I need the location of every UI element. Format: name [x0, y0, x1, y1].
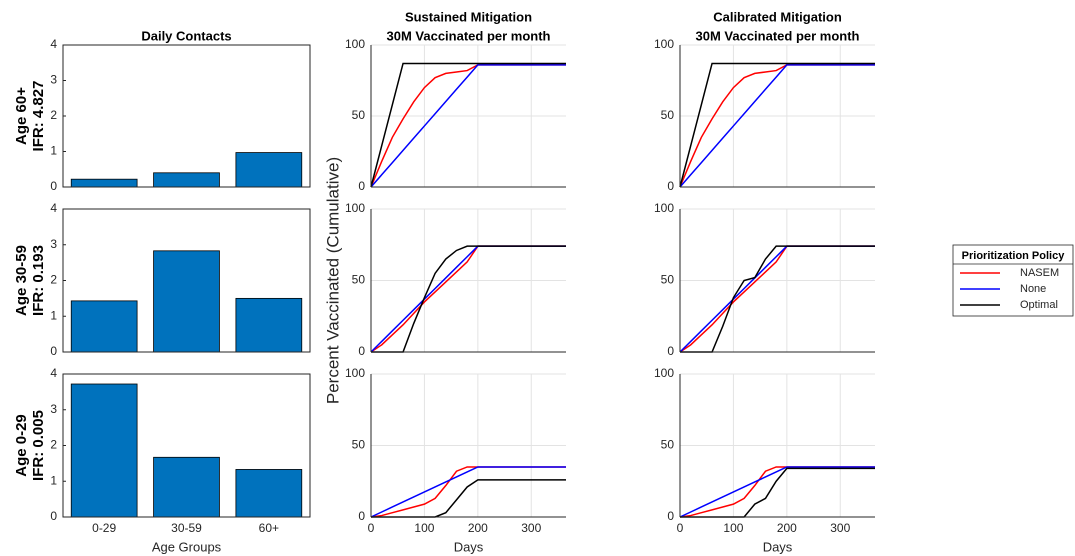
bar	[235, 297, 303, 353]
y-tick-label: 50	[661, 108, 675, 122]
bar	[153, 456, 220, 518]
y-label-line: Age 0-29	[13, 414, 30, 477]
y-tick-label: 0	[358, 179, 365, 193]
x-label: Days	[454, 539, 484, 554]
x-label: Age Groups	[152, 539, 222, 554]
y-tick-label: 50	[352, 108, 366, 122]
y-tick-label: 2	[50, 273, 57, 287]
y-tick-label: 2	[50, 438, 57, 452]
y-tick-label: 3	[50, 402, 57, 416]
legend-box	[952, 244, 1074, 317]
x-tick-label: 0-29	[92, 521, 116, 535]
y-tick-label: 50	[352, 438, 366, 452]
chart-title: Sustained Mitigation	[405, 9, 532, 24]
y-label-line: Age 60+	[13, 87, 30, 145]
y-tick-label: 0	[50, 344, 57, 358]
y-tick-label: 1	[50, 308, 57, 322]
y-label-line: IFR: 0.193	[30, 245, 47, 316]
bar	[235, 469, 303, 518]
x-tick-label: 100	[414, 521, 434, 535]
x-tick-label: 200	[468, 521, 488, 535]
chart-subtitle: 30M Vaccinated per month	[696, 28, 860, 43]
y-tick-label: 50	[661, 438, 675, 452]
y-label-line: IFR: 4.827	[30, 81, 47, 152]
line-series	[370, 466, 566, 518]
y-tick-label: 100	[654, 201, 674, 215]
line-series	[679, 466, 875, 518]
line-series	[680, 245, 875, 353]
chart-title: Daily Contacts	[141, 28, 231, 43]
y-label-line: IFR: 0.005	[30, 410, 47, 481]
line-series	[370, 245, 566, 353]
y-tick-label: 0	[667, 344, 674, 358]
bar	[70, 178, 138, 188]
y-tick-label: 1	[50, 473, 57, 487]
bar	[70, 383, 138, 518]
y-label: Age 30-59 IFR: 0.193	[13, 245, 47, 316]
axes-box	[62, 44, 311, 188]
line-series	[679, 245, 875, 353]
x-tick-label: 200	[777, 521, 797, 535]
x-tick-label: 100	[723, 521, 743, 535]
y-tick-label: 0	[358, 509, 365, 523]
bar	[153, 250, 220, 353]
x-tick-label: 0	[677, 521, 684, 535]
axes-box	[62, 373, 311, 518]
y-tick-label: 4	[50, 201, 57, 215]
y-tick-label: 100	[654, 37, 674, 51]
y-tick-label: 3	[50, 73, 57, 87]
chart-subtitle: 30M Vaccinated per month	[387, 28, 551, 43]
y-tick-label: 50	[352, 273, 366, 287]
y-tick-label: 0	[667, 509, 674, 523]
y-tick-label: 4	[50, 366, 57, 380]
legend-label: None	[1020, 283, 1046, 295]
line-series	[370, 64, 566, 188]
y-tick-label: 1	[50, 144, 57, 158]
y-tick-label: 0	[667, 179, 674, 193]
y-tick-label: 2	[50, 108, 57, 122]
y-tick-label: 4	[50, 37, 57, 51]
y-label: Percent Vaccinated (Cumulative)	[323, 157, 342, 404]
y-tick-label: 100	[345, 366, 365, 380]
y-tick-label: 100	[345, 201, 365, 215]
chart-title: Calibrated Mitigation	[713, 9, 842, 24]
y-label-line: Age 30-59	[13, 245, 30, 316]
y-tick-label: 100	[345, 37, 365, 51]
line-series	[371, 245, 566, 353]
line-series	[371, 479, 566, 518]
line-series	[679, 245, 875, 353]
y-tick-label: 100	[654, 366, 674, 380]
y-tick-label: 0	[358, 344, 365, 358]
line-series	[680, 467, 875, 518]
line-series	[679, 64, 875, 188]
line-series	[370, 62, 566, 188]
y-label: Age 0-29 IFR: 0.005	[13, 410, 47, 481]
line-series	[679, 64, 875, 188]
line-series	[370, 245, 566, 353]
x-tick-label: 300	[521, 521, 541, 535]
line-series	[679, 62, 875, 188]
y-tick-label: 0	[50, 179, 57, 193]
bar	[70, 300, 138, 353]
x-tick-label: 30-59	[171, 521, 202, 535]
line-series	[370, 64, 566, 188]
x-tick-label: 0	[368, 521, 375, 535]
y-tick-label: 50	[661, 273, 675, 287]
x-tick-label: 60+	[259, 521, 279, 535]
line-series	[679, 466, 875, 518]
legend-title: Prioritization Policy	[962, 250, 1066, 262]
y-tick-label: 3	[50, 237, 57, 251]
x-label: Days	[763, 539, 793, 554]
axes-box	[62, 208, 311, 353]
bar	[153, 172, 220, 188]
y-tick-label: 0	[50, 509, 57, 523]
y-label: Age 60+ IFR: 4.827	[13, 81, 47, 152]
line-series	[370, 466, 566, 518]
legend-label: NASEM	[1020, 267, 1059, 279]
bar	[235, 152, 303, 188]
legend-label: Optimal	[1020, 299, 1058, 311]
x-tick-label: 300	[830, 521, 850, 535]
